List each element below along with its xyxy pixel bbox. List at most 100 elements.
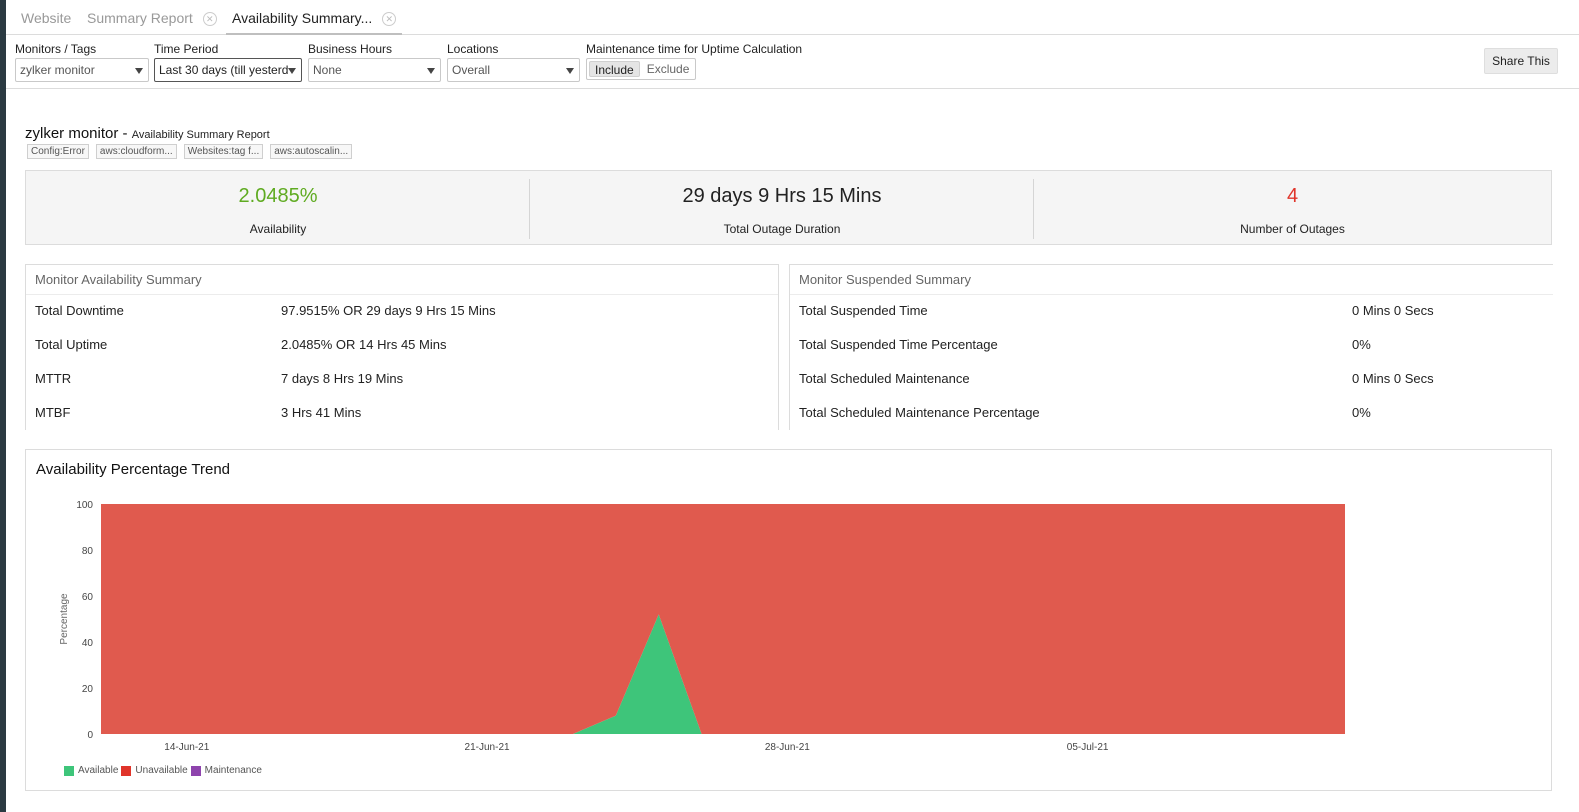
- legend-label: Unavailable: [135, 765, 188, 776]
- y-tick-label: 40: [82, 638, 94, 649]
- tag[interactable]: Websites:tag f...: [183, 144, 264, 159]
- row-label: MTTR: [35, 371, 72, 386]
- panel-title: Monitor Availability Summary: [26, 265, 778, 295]
- row-value: 2.0485% OR 14 Hrs 45 Mins: [281, 337, 447, 352]
- outages-label: Number of Outages: [1240, 222, 1345, 236]
- row-label: Total Scheduled Maintenance Percentage: [799, 405, 1040, 420]
- outage-duration-value: 29 days 9 Hrs 15 Mins: [682, 185, 882, 207]
- close-icon[interactable]: ✕: [202, 12, 217, 26]
- maintenance-toggle: Include Exclude: [586, 58, 696, 80]
- row-label: MTBF: [35, 405, 71, 420]
- row-label: Total Suspended Time Percentage: [799, 337, 998, 352]
- x-tick-label: 05-Jul-21: [1067, 742, 1109, 753]
- tag-list: Config:Error aws:cloudform... Websites:t…: [27, 144, 353, 159]
- x-tick-label: 28-Jun-21: [765, 742, 810, 753]
- select-value: None: [313, 63, 342, 77]
- availability-trend-chart: 0 20 40 60 80 100 Percentage 14-Jun-21 21-Jun-21…: [59, 500, 1345, 753]
- outages-stat: 4 Number of Outages: [1034, 171, 1551, 244]
- y-tick-label: 20: [82, 684, 94, 695]
- chevron-down-icon: [427, 68, 435, 74]
- row-label: Total Downtime: [35, 303, 124, 318]
- select-value: Last 30 days (till yesterd: [159, 63, 289, 77]
- locations-filter: Locations Overall: [447, 42, 580, 82]
- legend-swatch: [190, 765, 201, 776]
- tab-label: Availability Summary...: [232, 10, 373, 26]
- maintenance-filter: Maintenance time for Uptime Calculation …: [586, 42, 816, 80]
- chart-title: Availability Percentage Trend: [36, 461, 231, 478]
- app: Website Summary Report ✕ Availability Sum…: [6, 0, 1579, 812]
- tab-summary-report[interactable]: Summary Report ✕: [87, 10, 217, 35]
- suspended-summary-panel: Monitor Suspended Summary Total Suspende…: [789, 264, 1553, 430]
- business-hours-filter: Business Hours None: [308, 42, 441, 82]
- chart-legend: Available Unavailable Maintenance: [64, 765, 265, 776]
- close-icon[interactable]: ✕: [382, 12, 397, 26]
- tab-bar: Website Summary Report ✕ Availability Sum…: [6, 0, 1579, 35]
- tag[interactable]: Config:Error: [27, 144, 89, 159]
- y-tick-label: 0: [87, 730, 93, 741]
- legend-label: Available: [78, 765, 119, 776]
- filter-label: Monitors / Tags: [15, 42, 97, 56]
- series-area-unavailable: [101, 504, 1345, 734]
- filter-label: Time Period: [154, 42, 219, 56]
- y-tick-label: 60: [82, 592, 94, 603]
- time-period-select[interactable]: Last 30 days (till yesterd: [154, 58, 302, 82]
- tag[interactable]: aws:cloudform...: [95, 144, 177, 159]
- row-value: 0%: [1352, 405, 1371, 420]
- availability-summary-panel: Monitor Availability Summary Total Downt…: [25, 264, 779, 430]
- row-label: Total Uptime: [35, 337, 108, 352]
- tab-availability-summary[interactable]: Availability Summary... ✕: [226, 10, 403, 35]
- y-tick-label: 100: [76, 500, 93, 511]
- row-label: Total Suspended Time: [799, 303, 928, 318]
- time-period-filter: Time Period Last 30 days (till yesterd: [154, 42, 302, 82]
- x-tick-label: 21-Jun-21: [465, 742, 510, 753]
- legend-item-available[interactable]: Available: [64, 765, 118, 776]
- filter-bar: Monitors / Tags zylker monitor Time Peri…: [6, 35, 1579, 89]
- tab-label: Summary Report: [87, 10, 193, 26]
- stats-strip: 2.0485% Availability 29 days 9 Hrs 15 Mi…: [25, 170, 1552, 245]
- divider: [1033, 179, 1034, 239]
- window-edge: [0, 0, 6, 812]
- business-hours-select[interactable]: None: [308, 58, 441, 82]
- select-value: Overall: [452, 63, 491, 77]
- filter-label: Maintenance time for Uptime Calculation: [586, 42, 803, 56]
- x-tick-label: 14-Jun-21: [164, 742, 209, 753]
- tab-label: Website: [21, 10, 72, 26]
- outages-value: 4: [1286, 185, 1299, 207]
- legend-item-maintenance[interactable]: Maintenance: [190, 765, 262, 776]
- legend-swatch: [64, 765, 74, 776]
- share-button[interactable]: Share This: [1484, 48, 1558, 74]
- row-value: 3 Hrs 41 Mins: [281, 405, 362, 420]
- row-value: 0 Mins 0 Secs: [1352, 303, 1434, 318]
- y-axis-label: Percentage: [59, 593, 70, 645]
- monitors-select[interactable]: zylker monitor: [15, 58, 149, 82]
- chevron-down-icon: [288, 68, 296, 74]
- row-value: 7 days 8 Hrs 19 Mins: [281, 371, 404, 386]
- row-label: Total Scheduled Maintenance: [799, 371, 970, 386]
- exclude-option[interactable]: Exclude: [646, 62, 690, 76]
- include-option[interactable]: Include: [589, 61, 640, 77]
- report-title: zylker monitor - Availability Summary Re…: [25, 125, 270, 142]
- legend-item-unavailable[interactable]: Unavailable: [121, 765, 188, 776]
- filter-label: Locations: [447, 42, 499, 56]
- row-value: 0 Mins 0 Secs: [1352, 371, 1434, 386]
- divider: [529, 179, 530, 239]
- row-value: 0%: [1352, 337, 1371, 352]
- outage-duration-label: Total Outage Duration: [723, 222, 841, 236]
- filter-label: Business Hours: [308, 42, 393, 56]
- row-value: 97.9515% OR 29 days 9 Hrs 15 Mins: [281, 303, 496, 318]
- monitors-filter: Monitors / Tags zylker monitor: [15, 42, 149, 82]
- chevron-down-icon: [135, 68, 143, 74]
- availability-trend-card: Availability Percentage Trend 0 20 40 60 80 1…: [25, 449, 1552, 791]
- select-value: zylker monitor: [20, 63, 95, 77]
- legend-label: Maintenance: [204, 765, 262, 776]
- y-tick-label: 80: [82, 546, 94, 557]
- tab-website[interactable]: Website: [21, 10, 71, 35]
- panel-title: Monitor Suspended Summary: [790, 265, 1553, 295]
- tag[interactable]: aws:autoscalin...: [270, 144, 353, 159]
- report-subtitle: Availability Summary Report: [131, 129, 270, 141]
- availability-label: Availability: [249, 222, 307, 236]
- outage-duration-stat: 29 days 9 Hrs 15 Mins Total Outage Durat…: [530, 171, 1034, 244]
- availability-value: 2.0485%: [238, 185, 318, 207]
- locations-select[interactable]: Overall: [447, 58, 580, 82]
- monitor-name: zylker monitor -: [25, 125, 132, 142]
